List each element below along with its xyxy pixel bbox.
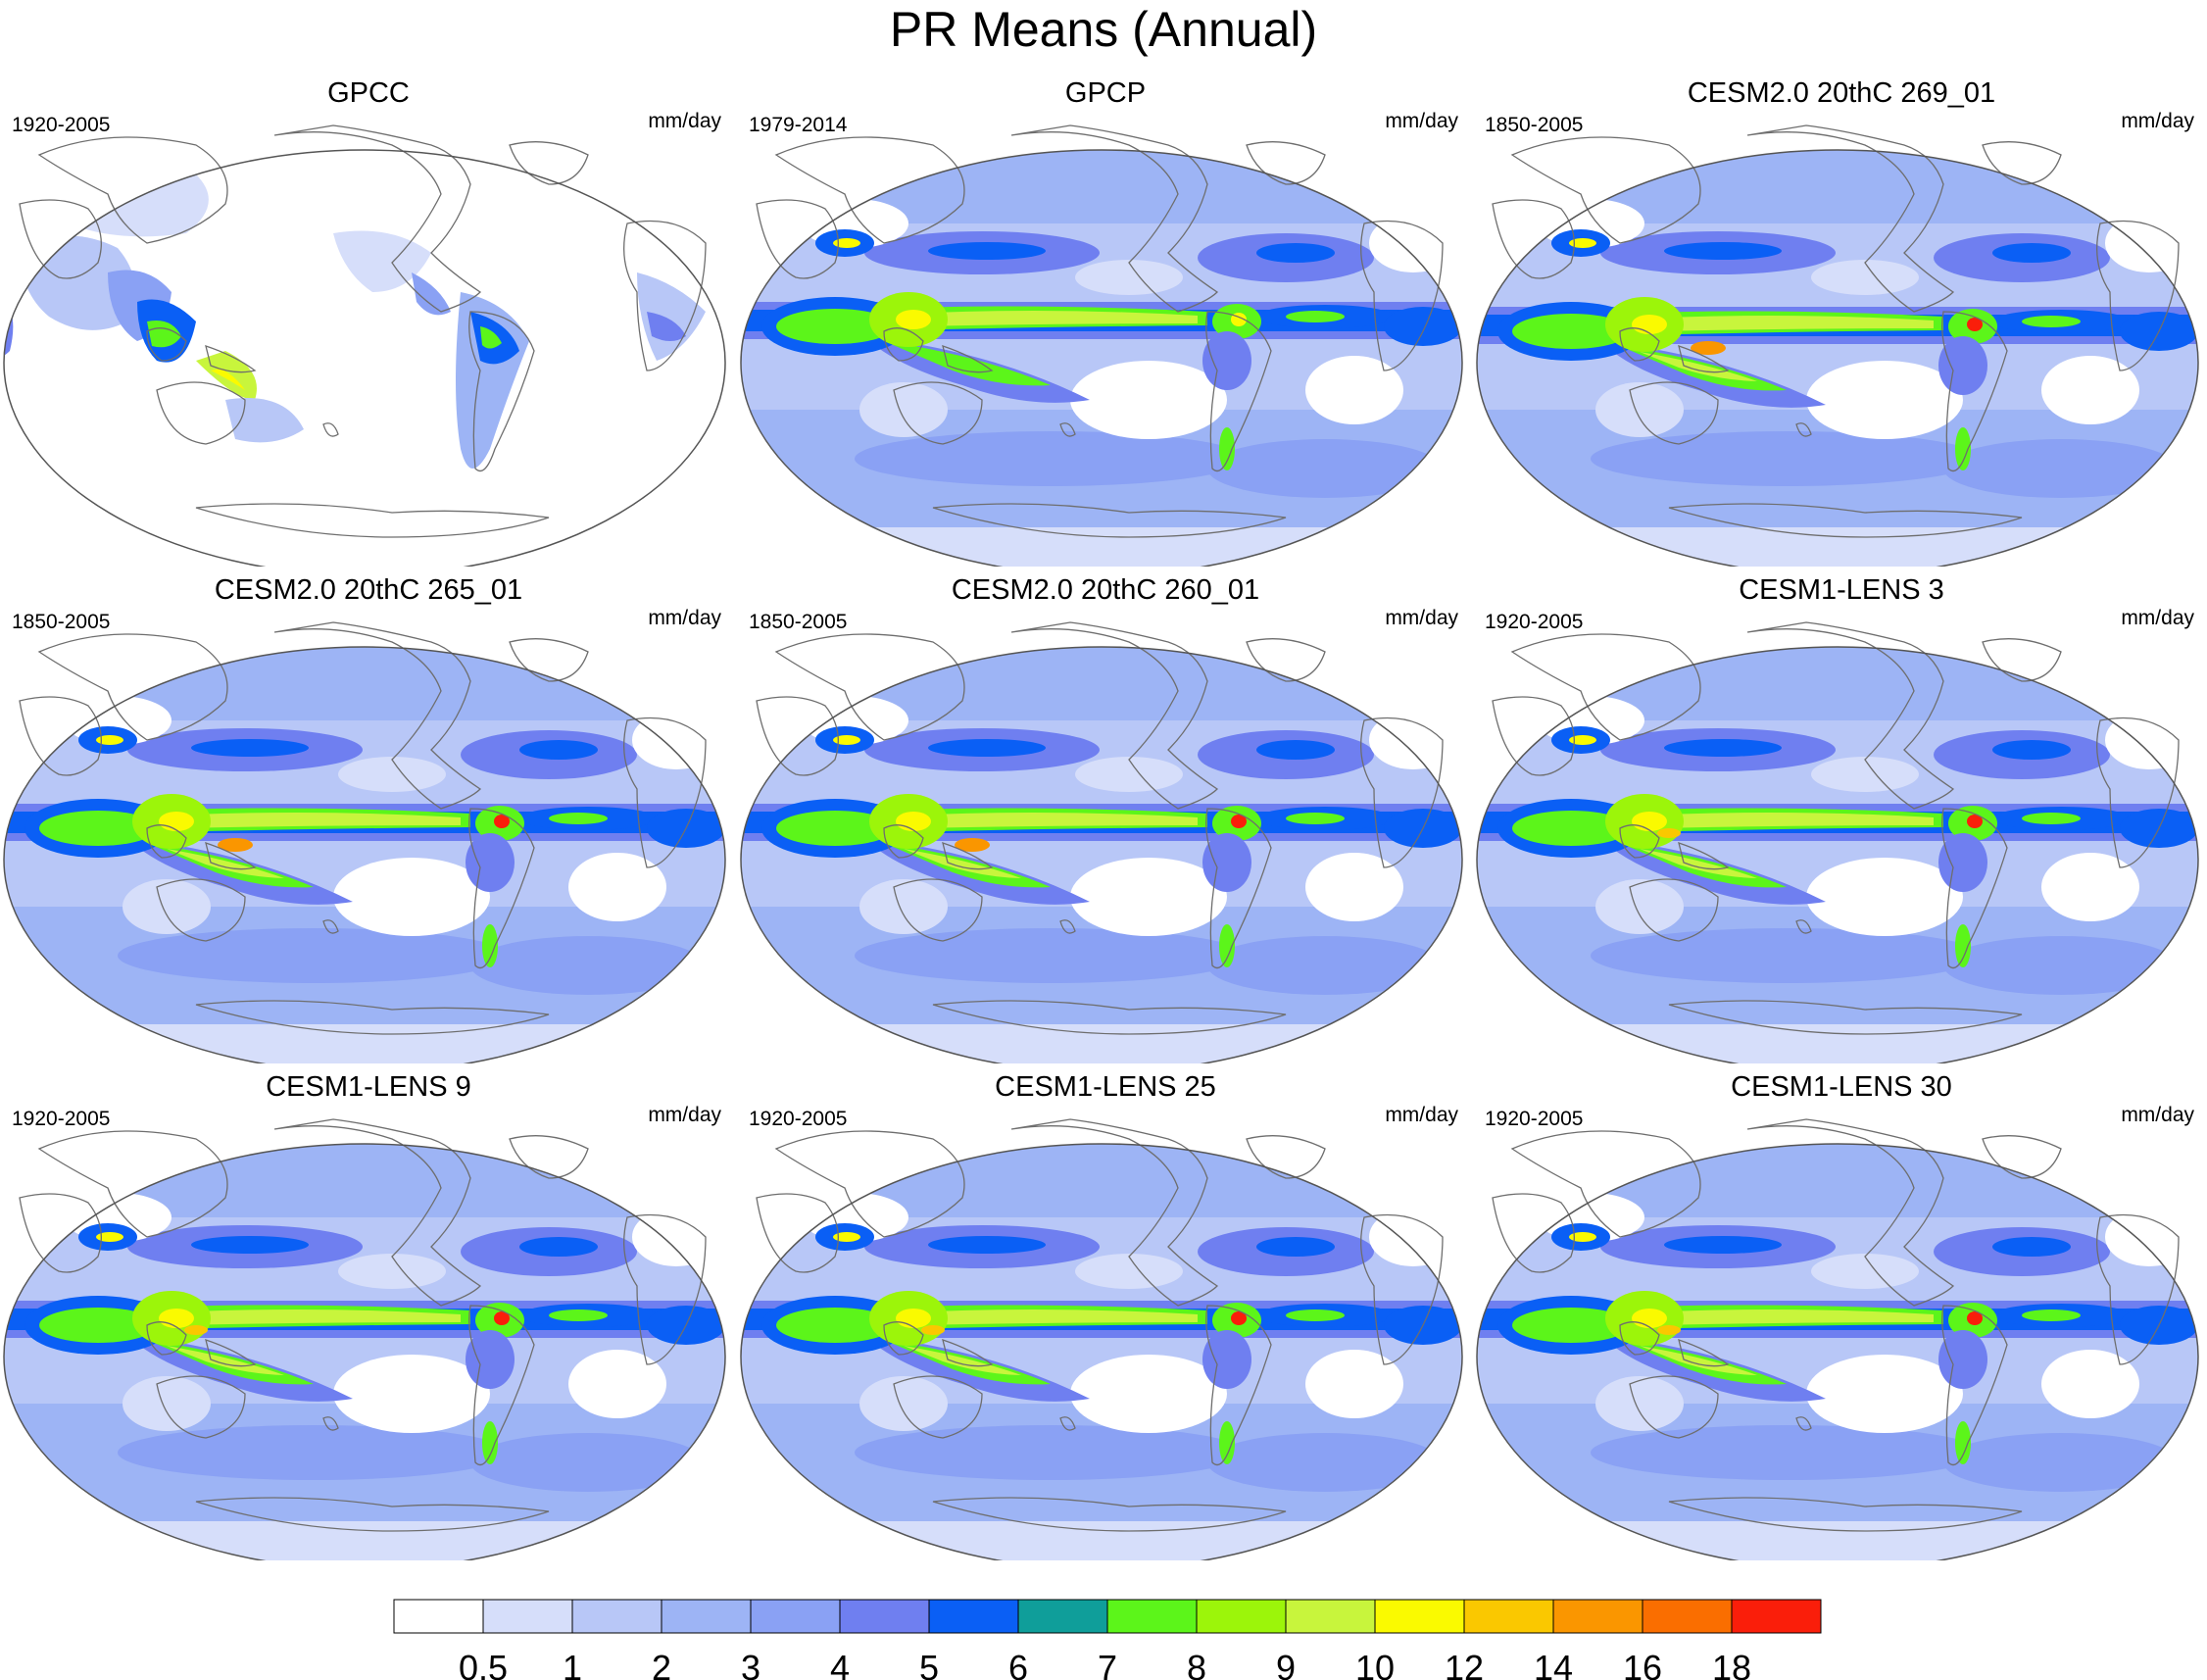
colorbar-label: 14 [1534,1648,1573,1680]
map-panel: GPCC 1920-2005 mm/day [0,76,737,567]
map-panel: CESM1-LENS 25 1920-2005 mm/day [737,1070,1474,1560]
colorbar-swatch [750,1599,841,1634]
panel-units: mm/day [2121,110,2194,132]
colorbar-swatch [1731,1599,1822,1634]
panel-units: mm/day [2121,1104,2194,1126]
map [740,124,1463,567]
map [1476,1118,2199,1560]
colorbar-swatch [661,1599,752,1634]
panel-title: CESM1-LENS 9 [266,1071,471,1103]
colorbar-label: 9 [1276,1648,1296,1680]
colorbar-label: 2 [652,1648,671,1680]
colorbar-swatch [1017,1599,1108,1634]
map [740,1118,1463,1560]
map-outline [3,646,726,1063]
map-panel: CESM2.0 20thC 265_01 1850-2005 mm/day [0,573,737,1063]
colorbar-label: 8 [1187,1648,1206,1680]
panel-title: CESM2.0 20thC 265_01 [214,574,523,606]
panel-years: 1850-2005 [12,611,111,633]
panel-years: 1850-2005 [749,611,848,633]
panel-title: CESM2.0 20thC 269_01 [1687,77,1996,109]
panel-units: mm/day [648,607,721,629]
colorbar-label: 4 [830,1648,850,1680]
map [3,1118,726,1560]
colorbar-label: 6 [1008,1648,1028,1680]
map-panel: CESM2.0 20thC 269_01 1850-2005 mm/day [1473,76,2207,567]
panel-title: CESM1-LENS 3 [1739,574,1944,606]
map-outline [1476,646,2199,1063]
colorbar-swatch [1552,1599,1643,1634]
map-outline [3,1143,726,1560]
colorbar-swatch [839,1599,930,1634]
colorbar-swatch [393,1599,484,1634]
panel-title: CESM2.0 20thC 260_01 [951,574,1260,606]
panel-units: mm/day [2121,607,2194,629]
map-panel: GPCP 1979-2014 mm/day [737,76,1474,567]
colorbar-label: 5 [919,1648,939,1680]
panel-units: mm/day [1385,110,1458,132]
map [1476,621,2199,1063]
map-outline [3,149,726,567]
figure-title: PR Means (Annual) [889,2,1318,57]
colorbar-label: 7 [1098,1648,1117,1680]
map-outline [740,149,1463,567]
panel-years: 1920-2005 [1485,611,1584,633]
panel-units: mm/day [648,110,721,132]
map-panel: CESM2.0 20thC 260_01 1850-2005 mm/day [737,573,1474,1063]
colorbar-swatch [1374,1599,1465,1634]
colorbar-label: 3 [741,1648,760,1680]
map [3,621,726,1063]
panel-units: mm/day [1385,1104,1458,1126]
precip-field [1477,150,2198,567]
panel-title: CESM1-LENS 30 [1731,1071,1952,1103]
map-panel: CESM1-LENS 3 1920-2005 mm/day [1473,573,2207,1063]
colorbar-swatch [1642,1599,1733,1634]
colorbar-swatch [571,1599,662,1634]
panel-title: GPCC [327,77,410,109]
map [1476,124,2199,567]
map-panel: CESM1-LENS 30 1920-2005 mm/day [1473,1070,2207,1560]
panel-title: CESM1-LENS 25 [995,1071,1216,1103]
map-panel: CESM1-LENS 9 1920-2005 mm/day [0,1070,737,1560]
panel-years: 1920-2005 [1485,1108,1584,1130]
panel-units: mm/day [1385,607,1458,629]
map-outline [740,646,1463,1063]
colorbar-label: 16 [1623,1648,1662,1680]
colorbar-label: 18 [1712,1648,1751,1680]
colorbar-swatch [482,1599,573,1634]
panel-units: mm/day [648,1104,721,1126]
colorbar-swatch [1285,1599,1376,1634]
colorbar-label: 12 [1445,1648,1484,1680]
panel-years: 1920-2005 [12,114,111,136]
map-outline [1476,149,2199,567]
colorbar-swatch [1196,1599,1287,1634]
map [740,621,1463,1063]
panel-title: GPCP [1064,77,1147,109]
colorbar-swatch [1106,1599,1198,1634]
colorbar-swatch [928,1599,1019,1634]
colorbar-swatch [1463,1599,1554,1634]
map [3,124,726,567]
colorbar-label: 1 [563,1648,582,1680]
panel-years: 1979-2014 [749,114,848,136]
colorbar-label: 10 [1355,1648,1395,1680]
map-outline [740,1143,1463,1560]
colorbar-label: 0.5 [459,1648,508,1680]
panel-years: 1920-2005 [12,1108,111,1130]
map-outline [1476,1143,2199,1560]
panel-years: 1850-2005 [1485,114,1584,136]
panel-years: 1920-2005 [749,1108,848,1130]
